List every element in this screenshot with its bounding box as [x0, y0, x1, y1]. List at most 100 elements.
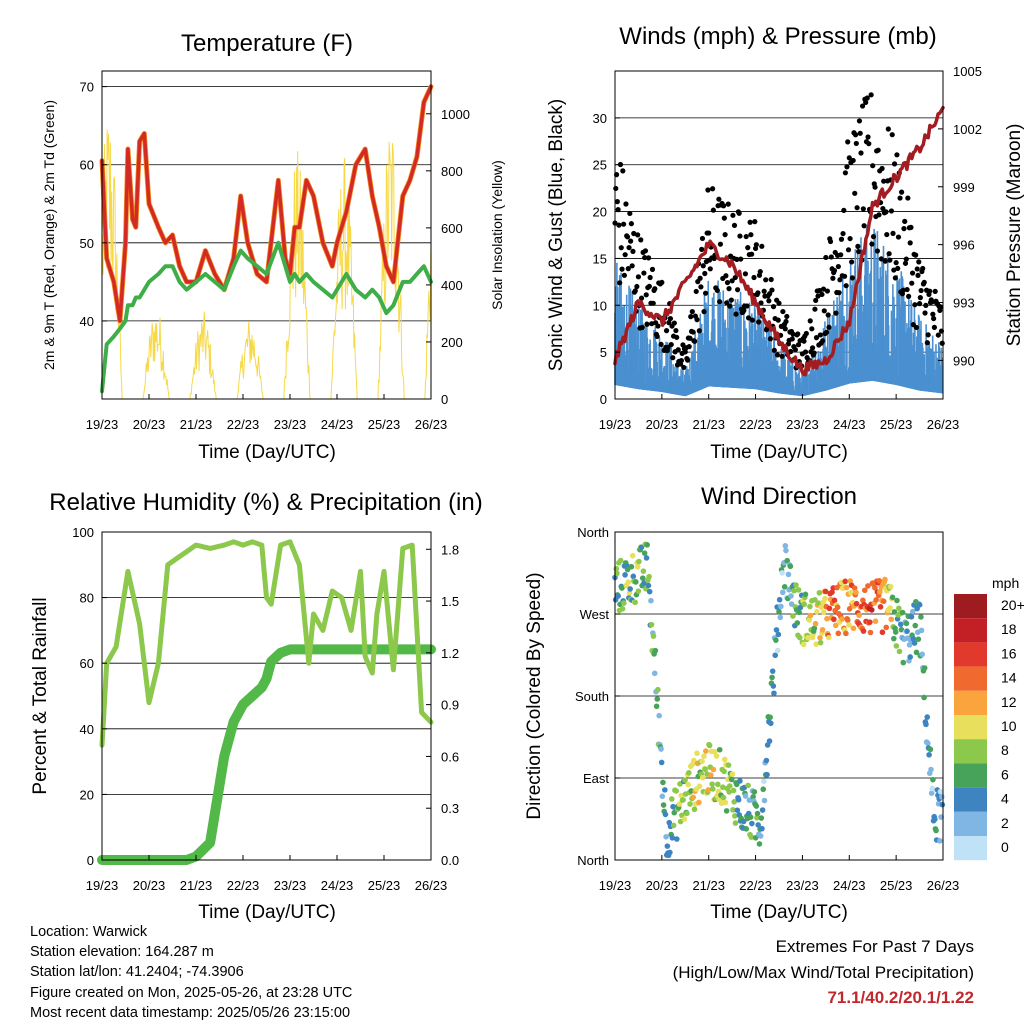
figure-created: Figure created on Mon, 2025-05-26, at 23…: [30, 984, 353, 1001]
direction-point: [844, 617, 851, 623]
direction-point: [710, 766, 717, 773]
direction-point: [776, 608, 782, 615]
direction-point: [709, 786, 716, 792]
y-tick-label: 40: [80, 314, 94, 329]
direction-point: [860, 628, 867, 634]
x-tick-label: 20/23: [646, 878, 679, 893]
direction-point: [630, 573, 637, 580]
direction-point: [694, 750, 700, 757]
direction-point: [701, 753, 707, 759]
direction-point: [795, 587, 802, 593]
gust-point: [699, 246, 705, 252]
gust-point: [745, 315, 752, 321]
direction-point: [674, 836, 680, 842]
gust-point: [912, 302, 918, 308]
gust-point: [635, 274, 642, 280]
direction-point: [652, 647, 659, 654]
y2-tick-label: 1.8: [441, 542, 459, 557]
solar-trace: [189, 311, 217, 400]
gust-point: [643, 292, 649, 298]
gust-point: [850, 157, 856, 164]
x-tick-label: 22/23: [227, 417, 260, 432]
gust-point: [824, 329, 830, 335]
direction-point: [750, 794, 756, 800]
direction-point: [832, 622, 839, 629]
gust-point: [922, 310, 928, 316]
y2-tick-label: 0: [441, 392, 448, 407]
gust-point: [927, 288, 933, 294]
gust-point: [652, 286, 658, 292]
gust-point: [820, 286, 827, 292]
gust-point: [887, 257, 893, 263]
gust-point: [675, 347, 681, 353]
direction-point: [816, 589, 823, 596]
direction-point: [687, 801, 693, 807]
gust-point: [909, 280, 915, 286]
gust-point: [801, 338, 807, 344]
y-tick-label: 50: [80, 236, 94, 251]
gust-point: [687, 335, 693, 341]
direction-point: [785, 571, 792, 578]
direction-point: [898, 626, 905, 633]
direction-point: [727, 783, 733, 789]
gust-point: [914, 266, 920, 272]
gust-point: [626, 244, 632, 251]
direction-point: [684, 810, 690, 817]
gust-point: [663, 328, 670, 334]
direction-point: [756, 841, 763, 847]
gust-point: [650, 300, 656, 306]
direction-point: [742, 793, 749, 799]
direction-point: [807, 603, 813, 610]
gust-point: [642, 248, 649, 254]
gust-point: [748, 232, 754, 238]
gust-point: [630, 248, 636, 254]
direction-point: [682, 777, 688, 784]
colorbar-label: 18: [1001, 621, 1017, 637]
direction-point: [796, 609, 802, 616]
direction-point: [702, 766, 708, 773]
direction-point: [893, 643, 900, 649]
colorbar-swatch: [954, 666, 987, 691]
x-tick-label: 24/23: [321, 417, 354, 432]
humidity-ylabel-left: Percent & Total Rainfall: [30, 597, 51, 794]
direction-point: [703, 748, 709, 754]
gust-point: [699, 235, 706, 242]
gust-point: [902, 260, 909, 266]
direction-point: [829, 589, 835, 596]
direction-point: [937, 788, 944, 795]
gust-point: [782, 326, 788, 332]
gust-point: [899, 189, 905, 195]
direction-tick-label: West: [580, 607, 610, 622]
rh-line: [99, 539, 434, 748]
direction-tick-label: South: [575, 689, 609, 704]
pressure-line: [613, 105, 945, 377]
gust-point: [930, 311, 936, 317]
direction-point: [676, 801, 683, 807]
direction-point: [747, 814, 754, 821]
gust-point: [865, 134, 871, 140]
direction-point: [740, 818, 747, 825]
gust-point: [916, 259, 922, 265]
temperature-series: [99, 84, 434, 400]
gust-point: [788, 348, 794, 355]
gust-point: [634, 283, 640, 290]
gust-point: [701, 309, 707, 315]
gust-point: [845, 247, 852, 253]
x-tick-label: 19/23: [86, 878, 119, 893]
direction-point: [926, 751, 932, 758]
y-tick-label: 70: [80, 80, 94, 95]
gust-point: [916, 301, 923, 307]
gust-point: [852, 190, 858, 196]
direction-point: [779, 589, 786, 596]
x-tick-label: 20/23: [133, 878, 166, 893]
gust-point: [623, 201, 629, 207]
colorbar-swatch: [954, 642, 987, 667]
gust-point: [826, 324, 832, 330]
direction-point: [654, 696, 661, 702]
colorbar-swatch: [954, 618, 987, 643]
direction-point: [924, 714, 931, 720]
direction-point: [757, 833, 764, 839]
gust-point: [613, 185, 619, 192]
gust-point: [820, 338, 826, 344]
y2-tick-label: 0.6: [441, 749, 459, 764]
